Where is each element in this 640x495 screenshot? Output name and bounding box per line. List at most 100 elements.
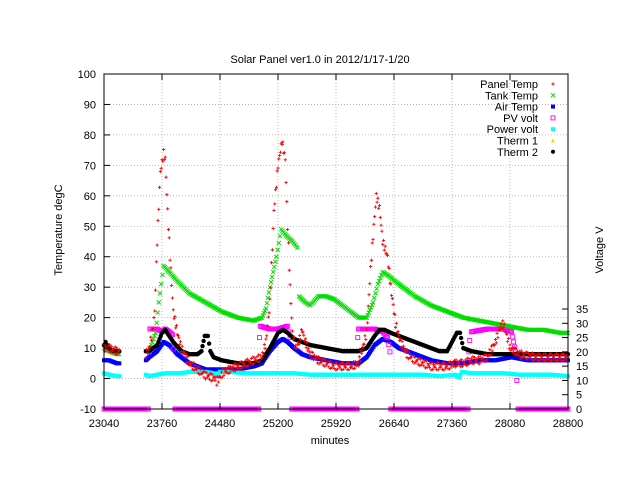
data-point	[466, 363, 470, 367]
data-point	[297, 342, 301, 347]
data-point	[493, 343, 497, 347]
data-point	[201, 370, 205, 374]
y2-axis-label: Voltage V	[594, 226, 606, 274]
data-point	[215, 383, 219, 387]
data-point	[434, 362, 438, 366]
data-point	[222, 373, 226, 377]
data-point	[377, 206, 381, 210]
y-tick-label: 10	[84, 343, 96, 355]
data-point	[182, 350, 186, 354]
x-tick-label: 23760	[147, 418, 178, 430]
data-point	[319, 360, 324, 364]
data-point	[250, 362, 254, 366]
data-point	[205, 333, 211, 339]
data-point	[153, 330, 158, 336]
data-point	[385, 335, 391, 341]
data-point	[504, 331, 508, 335]
data-point	[155, 310, 161, 315]
data-point	[206, 341, 212, 346]
data-point	[376, 196, 380, 200]
data-point	[472, 355, 477, 360]
data-point	[321, 363, 325, 367]
data-point	[242, 361, 246, 365]
data-point	[252, 361, 256, 365]
data-point	[403, 350, 407, 354]
data-point	[155, 243, 159, 247]
data-point	[439, 362, 444, 367]
data-point	[476, 361, 480, 365]
data-point	[374, 191, 378, 196]
data-point	[257, 353, 261, 357]
data-point	[352, 366, 357, 370]
data-point	[326, 361, 330, 365]
data-point	[404, 348, 408, 352]
x-tick-label: 28800	[553, 418, 584, 430]
data-point	[151, 326, 155, 330]
data-point	[302, 339, 307, 343]
data-point	[551, 353, 555, 358]
data-point	[379, 223, 383, 227]
data-point	[401, 347, 405, 352]
data-point	[439, 365, 443, 369]
data-point	[280, 142, 284, 147]
data-point	[360, 345, 365, 349]
data-point	[191, 361, 196, 365]
y2-tick-label: 30	[576, 318, 588, 330]
data-point	[303, 337, 307, 341]
data-point	[308, 354, 312, 358]
data-point	[158, 169, 162, 174]
data-point	[274, 254, 279, 260]
data-point	[172, 317, 176, 321]
x-tick-label: 23040	[89, 418, 120, 430]
data-point	[234, 362, 238, 366]
data-point	[144, 356, 148, 360]
data-point	[145, 348, 149, 352]
data-point	[509, 349, 513, 353]
data-point	[464, 363, 469, 368]
data-point	[517, 353, 521, 358]
data-point	[373, 215, 377, 219]
data-point	[160, 272, 165, 278]
data-point	[485, 358, 489, 362]
data-point	[330, 296, 336, 302]
data-point	[494, 341, 498, 345]
data-point	[415, 358, 419, 362]
data-point	[424, 359, 428, 363]
data-point	[400, 339, 404, 344]
data-point	[526, 351, 531, 356]
data-point	[495, 331, 499, 335]
data-point	[367, 307, 373, 313]
data-point	[199, 348, 204, 354]
data-point	[339, 361, 343, 366]
data-point	[458, 372, 463, 377]
data-point	[547, 357, 551, 361]
y2-tick-label: 25	[576, 333, 588, 345]
data-point	[373, 290, 378, 296]
data-point	[275, 169, 279, 173]
data-point	[210, 372, 214, 376]
x-tick-label: 26640	[379, 418, 410, 430]
data-point	[455, 364, 459, 368]
data-point	[508, 343, 512, 347]
y2-tick-label: 15	[576, 361, 588, 373]
data-point	[377, 203, 382, 208]
data-point	[477, 362, 481, 366]
data-point	[335, 361, 339, 365]
x-tick-label: 25200	[263, 418, 294, 430]
data-point	[174, 326, 178, 330]
data-point	[330, 366, 334, 370]
data-point	[402, 344, 406, 348]
data-point	[473, 360, 477, 364]
data-point	[270, 248, 274, 252]
data-point	[146, 347, 150, 351]
data-point	[213, 378, 217, 383]
data-point	[238, 360, 242, 364]
data-point	[488, 348, 492, 352]
data-point	[541, 357, 545, 362]
y2-tick-label: 35	[576, 304, 588, 316]
data-point	[430, 361, 434, 365]
data-point	[200, 343, 205, 349]
data-point	[275, 247, 280, 253]
data-point	[262, 342, 266, 347]
